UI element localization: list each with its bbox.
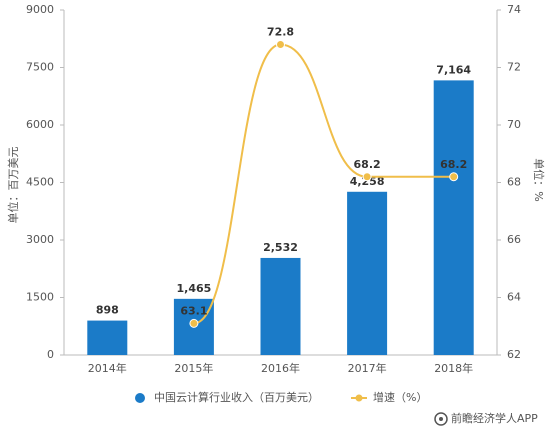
y2-tick-label: 74	[507, 3, 521, 16]
legend-swatch	[355, 394, 363, 402]
x-tick-label: 2014年	[88, 361, 127, 375]
x-tick-label: 2017年	[348, 361, 387, 375]
y-tick-label: 9000	[26, 3, 54, 16]
line-value-label: 68.2	[440, 158, 467, 171]
bar-value-label: 4,258	[350, 175, 385, 188]
y2-tick-label: 72	[507, 61, 521, 74]
source: 前瞻经济学人APP	[451, 411, 538, 425]
bar-value-label: 7,164	[436, 63, 471, 76]
y-tick-label: 7500	[26, 61, 54, 74]
line	[193, 43, 454, 325]
y2-tick-label: 70	[507, 118, 521, 131]
bar-value-label: 2,532	[263, 241, 298, 254]
y-tick-label: 1500	[26, 291, 54, 304]
y2-tick-label: 62	[507, 348, 521, 361]
y2-tick-label: 68	[507, 176, 521, 189]
y2-axis-label: 单位：%	[532, 158, 546, 201]
y-tick-label: 0	[47, 348, 54, 361]
bar-value-label: 898	[96, 304, 119, 317]
bar	[433, 80, 474, 355]
x-tick-label: 2015年	[174, 361, 213, 375]
y2-tick-label: 66	[507, 233, 521, 246]
y-axis-label: 单位：百万美元	[6, 147, 20, 224]
bar-value-label: 1,465	[177, 282, 212, 295]
legend-label: 增速（%）	[373, 390, 427, 404]
line-point	[189, 318, 199, 328]
y-tick-label: 4500	[26, 176, 54, 189]
line-point	[276, 40, 285, 49]
x-tick-label: 2016年	[261, 361, 300, 375]
y-tick-label: 3000	[26, 233, 54, 246]
bar	[347, 191, 388, 355]
y2-tick-label: 64	[507, 291, 521, 304]
line-point	[449, 172, 459, 182]
line-value-label: 63.1	[180, 304, 207, 317]
line-point	[362, 172, 372, 182]
line-value-label: 68.2	[354, 158, 381, 171]
source-icon	[434, 412, 448, 426]
x-tick-label: 2018年	[434, 361, 473, 375]
bar	[260, 257, 301, 355]
bar	[87, 320, 128, 355]
y-tick-label: 6000	[26, 118, 54, 131]
line-value-label: 72.8	[267, 26, 294, 39]
legend-swatch	[135, 393, 145, 403]
legend-label: 中国云计算行业收入（百万美元）	[154, 390, 319, 404]
